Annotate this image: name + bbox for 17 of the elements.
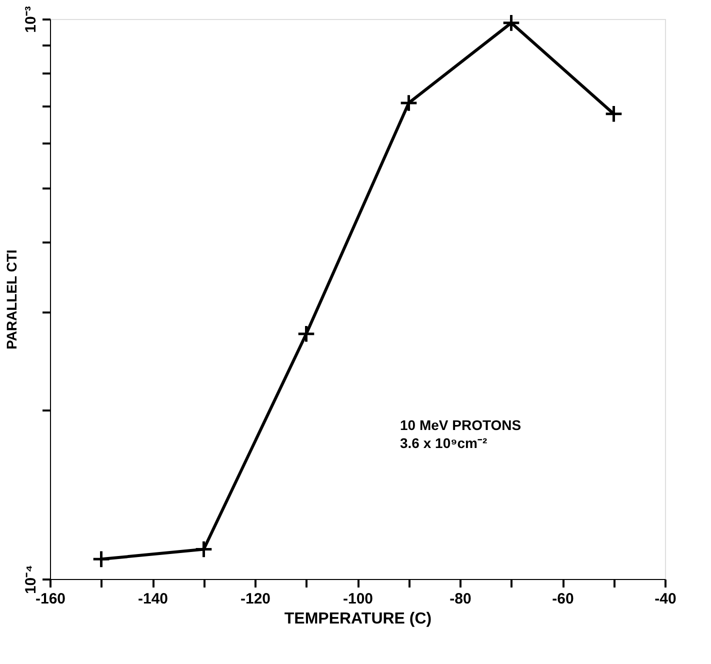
point bbox=[502, 14, 520, 32]
point bbox=[92, 550, 110, 568]
point bbox=[297, 324, 316, 344]
y-axis-title: PARALLEL CTI bbox=[4, 250, 20, 350]
point bbox=[194, 540, 213, 558]
point bbox=[400, 94, 418, 112]
annotation: 10 MeV PROTONS bbox=[400, 417, 522, 433]
x-tick-label: -140 bbox=[138, 590, 168, 608]
x-tick-label: -60 bbox=[552, 590, 574, 608]
x-tick-label: -40 bbox=[654, 590, 676, 608]
y-tick-label: 10⁻³ bbox=[22, 6, 40, 33]
x-axis-title: TEMPERATURE (C) bbox=[284, 610, 432, 628]
x-tick-label: -80 bbox=[450, 590, 472, 608]
annotation: 3.6 x 10⁹cm⁻² bbox=[400, 435, 488, 451]
x-tick-label: -100 bbox=[342, 590, 374, 608]
x-tick-label: -120 bbox=[240, 590, 271, 608]
point bbox=[604, 104, 623, 124]
